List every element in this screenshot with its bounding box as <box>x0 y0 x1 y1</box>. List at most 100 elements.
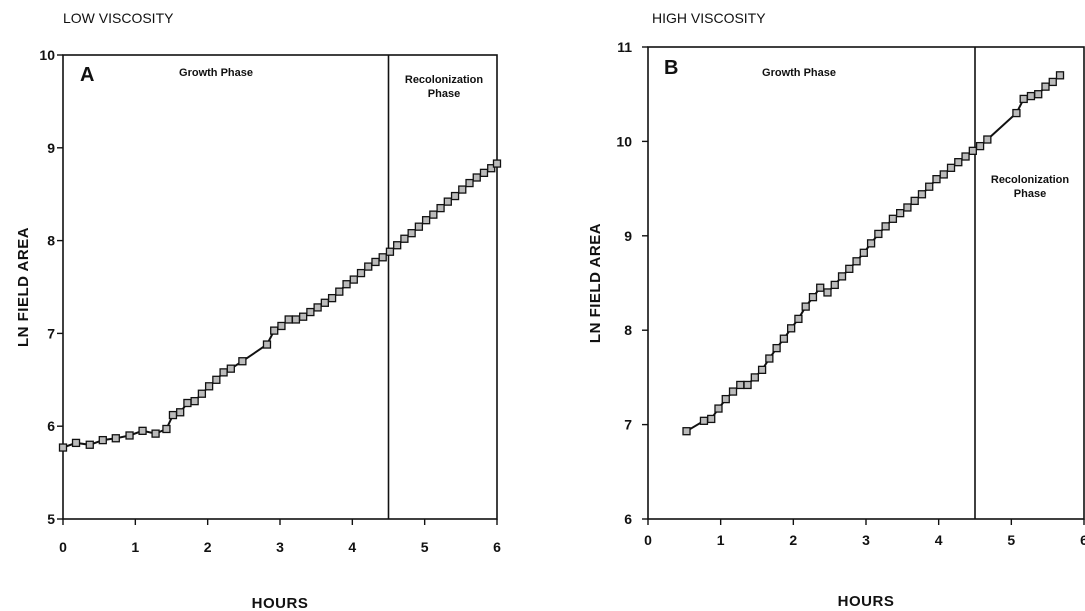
panel-b-data-point <box>1041 82 1050 91</box>
panel-b-data-point <box>765 354 774 363</box>
panel-a-data-point <box>204 382 214 391</box>
panel-a-data-point <box>407 229 416 238</box>
panel-b-series-line <box>685 74 1061 433</box>
panel-a-data-point <box>487 164 496 173</box>
panel-b-data-point <box>975 141 985 151</box>
panel-b-data-point <box>1026 91 1036 101</box>
panel-a-data-point <box>378 253 387 262</box>
panel-b-plot-frame <box>647 46 1085 520</box>
panel-b-data-point <box>757 365 767 374</box>
panel-a-chart: LOW VISCOSITY A Growth Phase Recolonization… <box>15 10 502 611</box>
panel-b-recolonization-phase-label: Recolonization <box>991 174 1070 186</box>
panel-b-data-point <box>903 203 912 212</box>
panel-a-y-axis-label: LN FIELD AREA <box>15 227 32 347</box>
panel-a-data-point <box>71 438 81 448</box>
panel-a-data-point <box>98 435 107 445</box>
panel-a-data-point <box>364 262 373 271</box>
panel-b-y-axis-label: LN FIELD AREA <box>587 223 604 343</box>
panel-a-data-point <box>298 312 308 321</box>
panel-b-data-point <box>1055 71 1065 80</box>
panel-a-data-point <box>356 268 366 278</box>
panel-a-data-point <box>400 234 409 243</box>
panel-b-data-point <box>707 414 716 424</box>
panel-a-data-point <box>58 443 68 452</box>
panel-b-data-point <box>736 380 745 390</box>
panel-a-letter: A <box>80 64 94 86</box>
panel-b-data-point <box>682 427 691 436</box>
panel-b-data-point <box>939 170 948 179</box>
panel-a-data-point <box>190 396 199 406</box>
panel-a-data-point <box>111 434 120 443</box>
panel-a-data-point <box>125 431 134 440</box>
panel-b-data-point <box>896 208 905 218</box>
panel-b-y-tick-label: 9 <box>624 228 632 244</box>
panel-b-x-tick-label: 3 <box>862 532 870 548</box>
panel-a-data-point <box>458 185 467 194</box>
panel-a-data-point <box>313 303 322 312</box>
panel-a-data-point <box>472 173 481 182</box>
panel-a-data-point <box>162 424 171 434</box>
panel-a-data-point <box>284 315 293 324</box>
panel-b-x-tick-label: 5 <box>1007 532 1015 548</box>
panel-a-data-point <box>349 275 358 284</box>
panel-a-data-point <box>421 216 431 225</box>
panel-a-x-tick-label: 1 <box>131 539 139 555</box>
panel-a-data-point <box>393 241 402 250</box>
panel-b-data-point <box>1034 90 1043 99</box>
panel-b-y-tick-label: 6 <box>624 511 632 527</box>
panel-b-data-point <box>910 196 919 206</box>
panel-b-x-tick-label: 6 <box>1080 532 1085 548</box>
panel-a-data-point <box>465 178 474 188</box>
panel-a-data-point <box>327 293 337 303</box>
panel-b-data-point <box>1012 108 1021 118</box>
panel-a-data-point <box>385 247 395 256</box>
panel-b-data-point <box>1048 77 1057 87</box>
panel-a-data-point <box>183 398 192 408</box>
panel-a-series-line <box>62 162 498 449</box>
panel-a-recolonization-phase-label: Phase <box>428 88 460 100</box>
panel-b-x-tick-label: 1 <box>717 532 725 548</box>
panel-a-data-point <box>138 426 147 435</box>
panel-a-x-tick-label: 6 <box>493 539 501 555</box>
panel-a-recolonization-phase-label: Recolonization <box>405 74 484 86</box>
panel-b-data-point <box>830 280 839 290</box>
panel-b-data-point <box>779 334 789 343</box>
panel-a-data-point <box>168 410 178 420</box>
panel-a-x-tick-label: 2 <box>204 539 212 555</box>
panel-b-data-point <box>954 158 963 167</box>
panel-a-y-tick-label: 7 <box>47 325 55 341</box>
panel-b-data-point <box>874 229 883 239</box>
panel-a-data-point <box>219 368 228 377</box>
panel-a-y-tick-label: 8 <box>47 233 55 249</box>
panel-b-data-point <box>866 239 876 248</box>
panel-a-x-tick-label: 5 <box>421 539 429 555</box>
panel-a-data-point <box>226 364 235 373</box>
panel-a-data-point <box>197 389 207 398</box>
panel-a-data-point <box>443 197 452 206</box>
panel-a-x-tick-label: 4 <box>348 539 356 555</box>
panel-b-data-point <box>816 283 825 292</box>
panel-b-data-point <box>787 324 796 333</box>
panel-b-data-point <box>721 394 730 404</box>
panel-a-data-point <box>176 408 185 417</box>
panel-b-y-tick-label: 11 <box>617 39 632 55</box>
panel-b-data-point <box>1019 94 1028 104</box>
panel-a-y-tick-label: 6 <box>47 418 55 434</box>
panel-a-x-tick-label: 3 <box>276 539 284 555</box>
panel-b-data-point <box>699 416 709 425</box>
panel-a-data-point <box>277 321 286 331</box>
panel-b-data-point <box>852 257 861 266</box>
panel-b-recolonization-phase-label: Phase <box>1014 188 1046 200</box>
panel-b-title: HIGH VISCOSITY <box>652 10 766 26</box>
panel-b-data-point <box>946 163 956 172</box>
panel-a-data-point <box>291 315 301 324</box>
panel-b-data-point <box>743 380 752 390</box>
panel-a-data-point <box>492 159 502 168</box>
panel-a-data-point <box>335 287 344 296</box>
panel-a-data-point <box>414 222 424 231</box>
panel-b-data-point <box>750 373 759 382</box>
panel-a-data-point <box>450 191 460 201</box>
panel-b-data-point <box>808 293 818 302</box>
panel-a-data-point <box>371 257 380 267</box>
